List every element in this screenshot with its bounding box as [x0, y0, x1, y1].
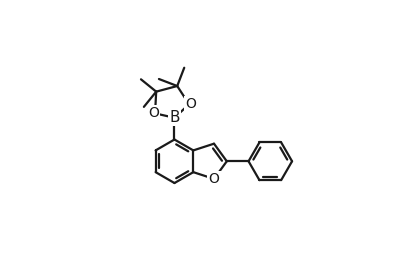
Text: O: O — [185, 97, 196, 111]
Text: O: O — [149, 106, 159, 120]
Text: B: B — [169, 110, 180, 125]
Text: O: O — [209, 172, 220, 186]
